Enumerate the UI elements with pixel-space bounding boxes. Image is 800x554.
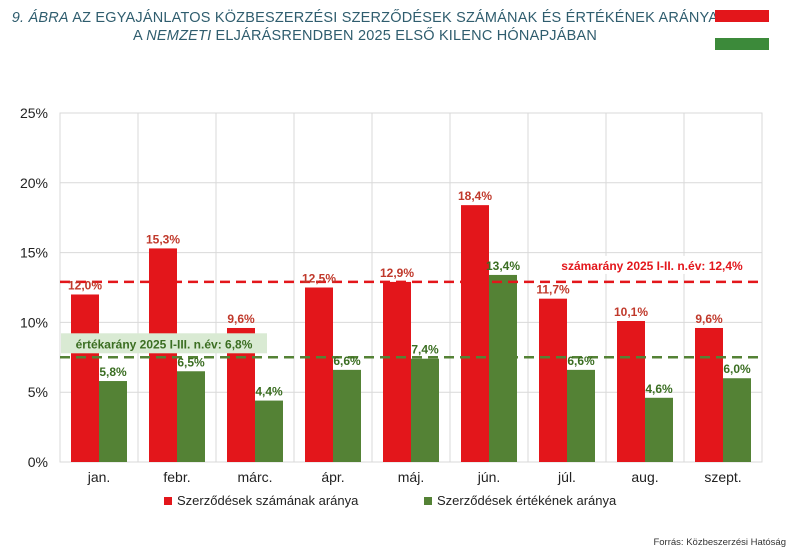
title-line-1: 9. ÁBRA AZ EGYAJÁNLATOS KÖZBESZERZÉSI SZ… <box>0 9 730 27</box>
data-label-szam-6: 11,7% <box>536 283 570 297</box>
data-label-szam-0: 12,0% <box>68 278 102 292</box>
y-tick-label: 0% <box>28 454 48 470</box>
data-label-ertek-6: 6,6% <box>567 354 595 368</box>
data-label-szam-7: 10,1% <box>614 305 648 319</box>
data-label-ertek-3: 6,6% <box>333 354 361 368</box>
reference-label-szamarany: számarány 2025 I-II. n.év: 12,4% <box>561 259 743 273</box>
legend-swatch-ertek <box>424 497 432 505</box>
data-label-ertek-5: 13,4% <box>486 259 520 273</box>
bar-ertek-6 <box>567 369 595 462</box>
data-label-szam-4: 12,9% <box>380 266 414 280</box>
x-tick-label: aug. <box>631 469 658 485</box>
x-tick-label: ápr. <box>321 469 344 485</box>
x-tick-label: jún. <box>477 469 501 485</box>
bar-szam-4 <box>383 281 411 462</box>
x-tick-label: febr. <box>163 469 190 485</box>
data-label-szam-8: 9,6% <box>695 312 723 326</box>
bar-szam-8 <box>695 327 723 462</box>
bar-szam-3 <box>305 287 333 462</box>
y-tick-label: 15% <box>20 245 48 261</box>
title-line-2-italic: NEMZETI <box>146 28 212 44</box>
y-tick-label: 25% <box>20 105 48 121</box>
data-label-ertek-4: 7,4% <box>411 343 439 357</box>
legend-label-ertek: Szerződések értékének aránya <box>437 493 617 508</box>
bar-szam-1 <box>149 248 177 462</box>
data-label-ertek-2: 4,4% <box>255 385 283 399</box>
x-tick-label: jan. <box>87 469 111 485</box>
data-label-ertek-7: 4,6% <box>645 382 673 396</box>
title-line-2-prefix: A <box>132 28 147 44</box>
data-label-ertek-0: 5,8% <box>99 365 127 379</box>
x-tick-label: máj. <box>398 469 424 485</box>
bar-ertek-8 <box>723 378 751 462</box>
reference-label-bg-szamarany <box>549 255 754 274</box>
bar-ertek-5 <box>489 274 517 462</box>
data-label-szam-5: 18,4% <box>458 189 492 203</box>
bar-ertek-0 <box>99 381 127 462</box>
reference-label-bg-ertekarany <box>61 333 267 354</box>
title-line-1-text: AZ EGYAJÁNLATOS KÖZBESZERZÉSI SZERZŐDÉSE… <box>68 10 719 26</box>
figure-number: 9. ÁBRA <box>11 10 69 26</box>
x-tick-label: szept. <box>704 469 741 485</box>
flag-white-stripe <box>715 22 769 38</box>
x-tick-label: júl. <box>557 469 576 485</box>
flag-green-stripe <box>715 38 769 50</box>
legend-label-szam: Szerződések számának aránya <box>177 493 359 508</box>
x-tick-label: márc. <box>238 469 273 485</box>
bar-ertek-3 <box>333 369 361 462</box>
bar-szam-7 <box>617 321 645 462</box>
bar-ertek-7 <box>645 397 673 462</box>
y-tick-label: 20% <box>20 175 48 191</box>
data-label-ertek-1: 6,5% <box>177 355 205 369</box>
chart-title: 9. ÁBRA AZ EGYAJÁNLATOS KÖZBESZERZÉSI SZ… <box>0 9 730 45</box>
title-line-2: A NEMZETI ELJÁRÁSRENDBEN 2025 ELSŐ KILEN… <box>0 27 730 45</box>
flag-red-stripe <box>715 10 769 22</box>
data-label-szam-1: 15,3% <box>146 232 180 246</box>
y-tick-label: 5% <box>28 384 48 400</box>
bar-szam-0 <box>71 294 99 462</box>
bar-szam-5 <box>461 205 489 463</box>
legend-swatch-szam <box>164 497 172 505</box>
bar-ertek-1 <box>177 371 205 462</box>
reference-label-ertekarany: értékarány 2025 I-III. n.év: 6,8% <box>76 337 253 351</box>
bar-szam-6 <box>539 298 567 462</box>
data-label-szam-2: 9,6% <box>227 312 255 326</box>
data-label-szam-3: 12,5% <box>302 272 336 286</box>
title-line-2-text: ELJÁRÁSRENDBEN 2025 ELSŐ KILENC HÓNAPJÁB… <box>211 28 598 44</box>
bar-ertek-4 <box>411 358 439 462</box>
hungarian-flag-icon <box>715 10 769 50</box>
y-tick-label: 10% <box>20 314 48 330</box>
bar-ertek-2 <box>255 400 283 462</box>
source-note: Forrás: Közbeszerzési Hatóság <box>653 537 786 548</box>
data-label-ertek-8: 6,0% <box>723 362 751 376</box>
